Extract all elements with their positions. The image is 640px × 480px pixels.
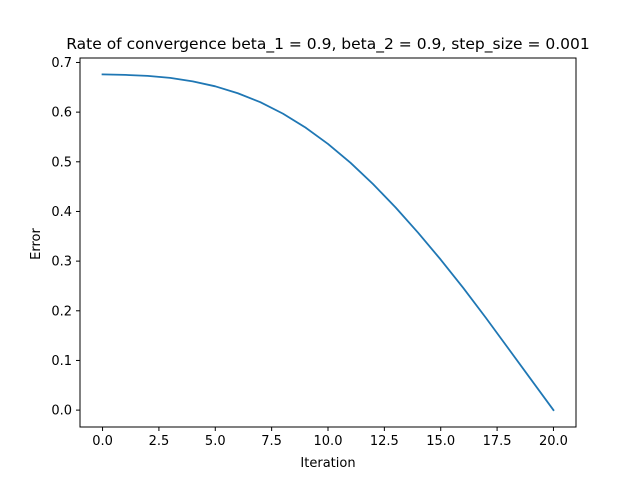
x-tick-label: 17.5 [483, 434, 512, 449]
x-tick-label: 15.0 [426, 434, 455, 449]
y-tick-label: 0.7 [51, 56, 72, 71]
y-axis-label: Error [29, 228, 44, 260]
x-tick-label: 0.0 [92, 434, 113, 449]
x-tick-label: 12.5 [370, 434, 399, 449]
error-series-line [101, 73, 555, 412]
y-axis-ticks: 0.0 0.1 0.2 0.3 0.4 0.5 0.6 0.7 [51, 56, 80, 419]
y-tick-label: 0.6 [51, 106, 72, 121]
y-tick-label: 0.3 [51, 255, 72, 270]
y-tick-label: 0.5 [51, 155, 72, 170]
chart-title: Rate of convergence beta_1 = 0.9, beta_2… [66, 35, 590, 54]
y-tick-label: 0.1 [51, 354, 72, 369]
y-tick-label: 0.2 [51, 304, 72, 319]
plot-area-frame [79, 57, 577, 428]
x-tick-label: 2.5 [149, 434, 170, 449]
x-axis-ticks: 0.0 2.5 5.0 7.5 10.0 12.5 15.0 17.5 20.0 [92, 427, 568, 449]
y-tick-label: 0.4 [51, 205, 72, 220]
x-tick-label: 7.5 [261, 434, 282, 449]
x-tick-label: 10.0 [314, 434, 343, 449]
y-tick-label: 0.0 [51, 404, 72, 419]
x-tick-label: 20.0 [539, 434, 568, 449]
x-axis-label: Iteration [300, 456, 355, 471]
x-tick-label: 5.0 [205, 434, 226, 449]
